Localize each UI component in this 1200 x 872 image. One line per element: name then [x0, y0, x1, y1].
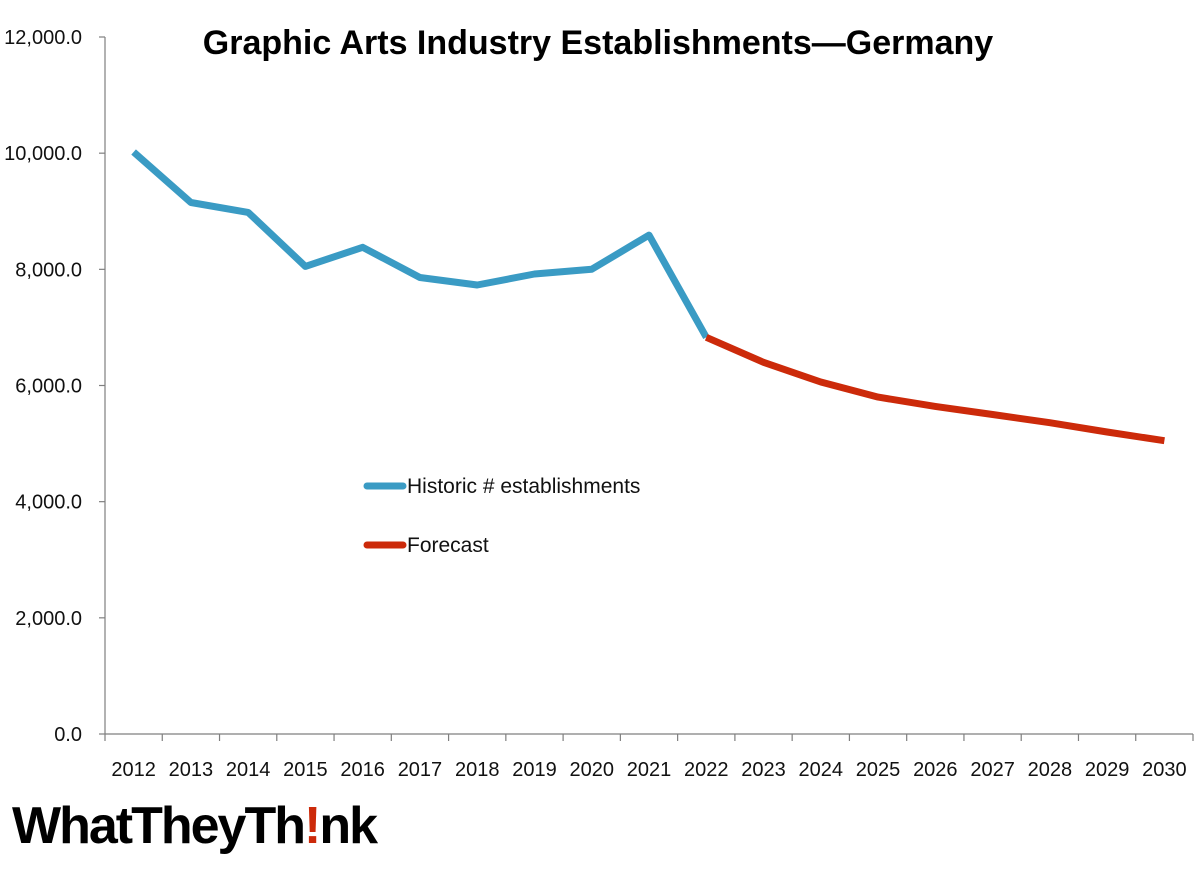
y-tick-label: 12,000.0: [4, 27, 82, 49]
y-tick-label: 0.0: [54, 724, 82, 746]
y-tick-label: 10,000.0: [4, 143, 82, 165]
x-tick-label: 2018: [455, 759, 500, 781]
x-tick-label: 2021: [627, 759, 672, 781]
legend-label: Forecast: [407, 534, 489, 557]
x-tick-label: 2027: [970, 759, 1015, 781]
x-tick-label: 2019: [512, 759, 557, 781]
chart-axes: 0.0 2,000.0 4,000.0 6,000.0 8,000.0 10,000.0 1…: [4, 27, 1194, 781]
x-tick-label: 2024: [799, 759, 844, 781]
series-line-historic: [131, 149, 710, 340]
x-tick-label: 2014: [226, 759, 271, 781]
x-tick-label: 2013: [169, 759, 214, 781]
x-tick-label: 2022: [684, 759, 729, 781]
x-tick-label: 2025: [856, 759, 901, 781]
x-tick-label: 2030: [1142, 759, 1187, 781]
y-tick-label: 8,000.0: [15, 259, 82, 281]
x-tick-label: 2012: [111, 759, 156, 781]
y-tick-label: 6,000.0: [15, 376, 82, 398]
series-layer: [131, 149, 1165, 445]
x-tick-label: 2029: [1085, 759, 1130, 781]
whattheythink-logo: WhatTheyTh!nk: [12, 797, 378, 855]
x-tick-label: 2020: [569, 759, 614, 781]
logo-text-prefix: WhatTheyTh: [12, 797, 306, 855]
x-tick-label: 2026: [913, 759, 958, 781]
x-tick-label: 2028: [1028, 759, 1073, 781]
series-line-forecast: [704, 334, 1165, 445]
logo-text-suffix: nk: [319, 797, 378, 855]
chart-legend: Historic # establishments Forecast: [363, 475, 640, 557]
chart-title: Graphic Arts Industry Establishments—Ger…: [203, 24, 993, 62]
legend-label: Historic # establishments: [407, 475, 640, 498]
x-tick-label: 2023: [741, 759, 786, 781]
y-tick-label: 4,000.0: [15, 492, 82, 514]
x-tick-label: 2017: [398, 759, 443, 781]
x-tick-label: 2015: [283, 759, 328, 781]
logo-exclamation-icon: !: [303, 797, 321, 855]
y-tick-label: 2,000.0: [15, 608, 82, 630]
x-tick-label: 2016: [340, 759, 385, 781]
